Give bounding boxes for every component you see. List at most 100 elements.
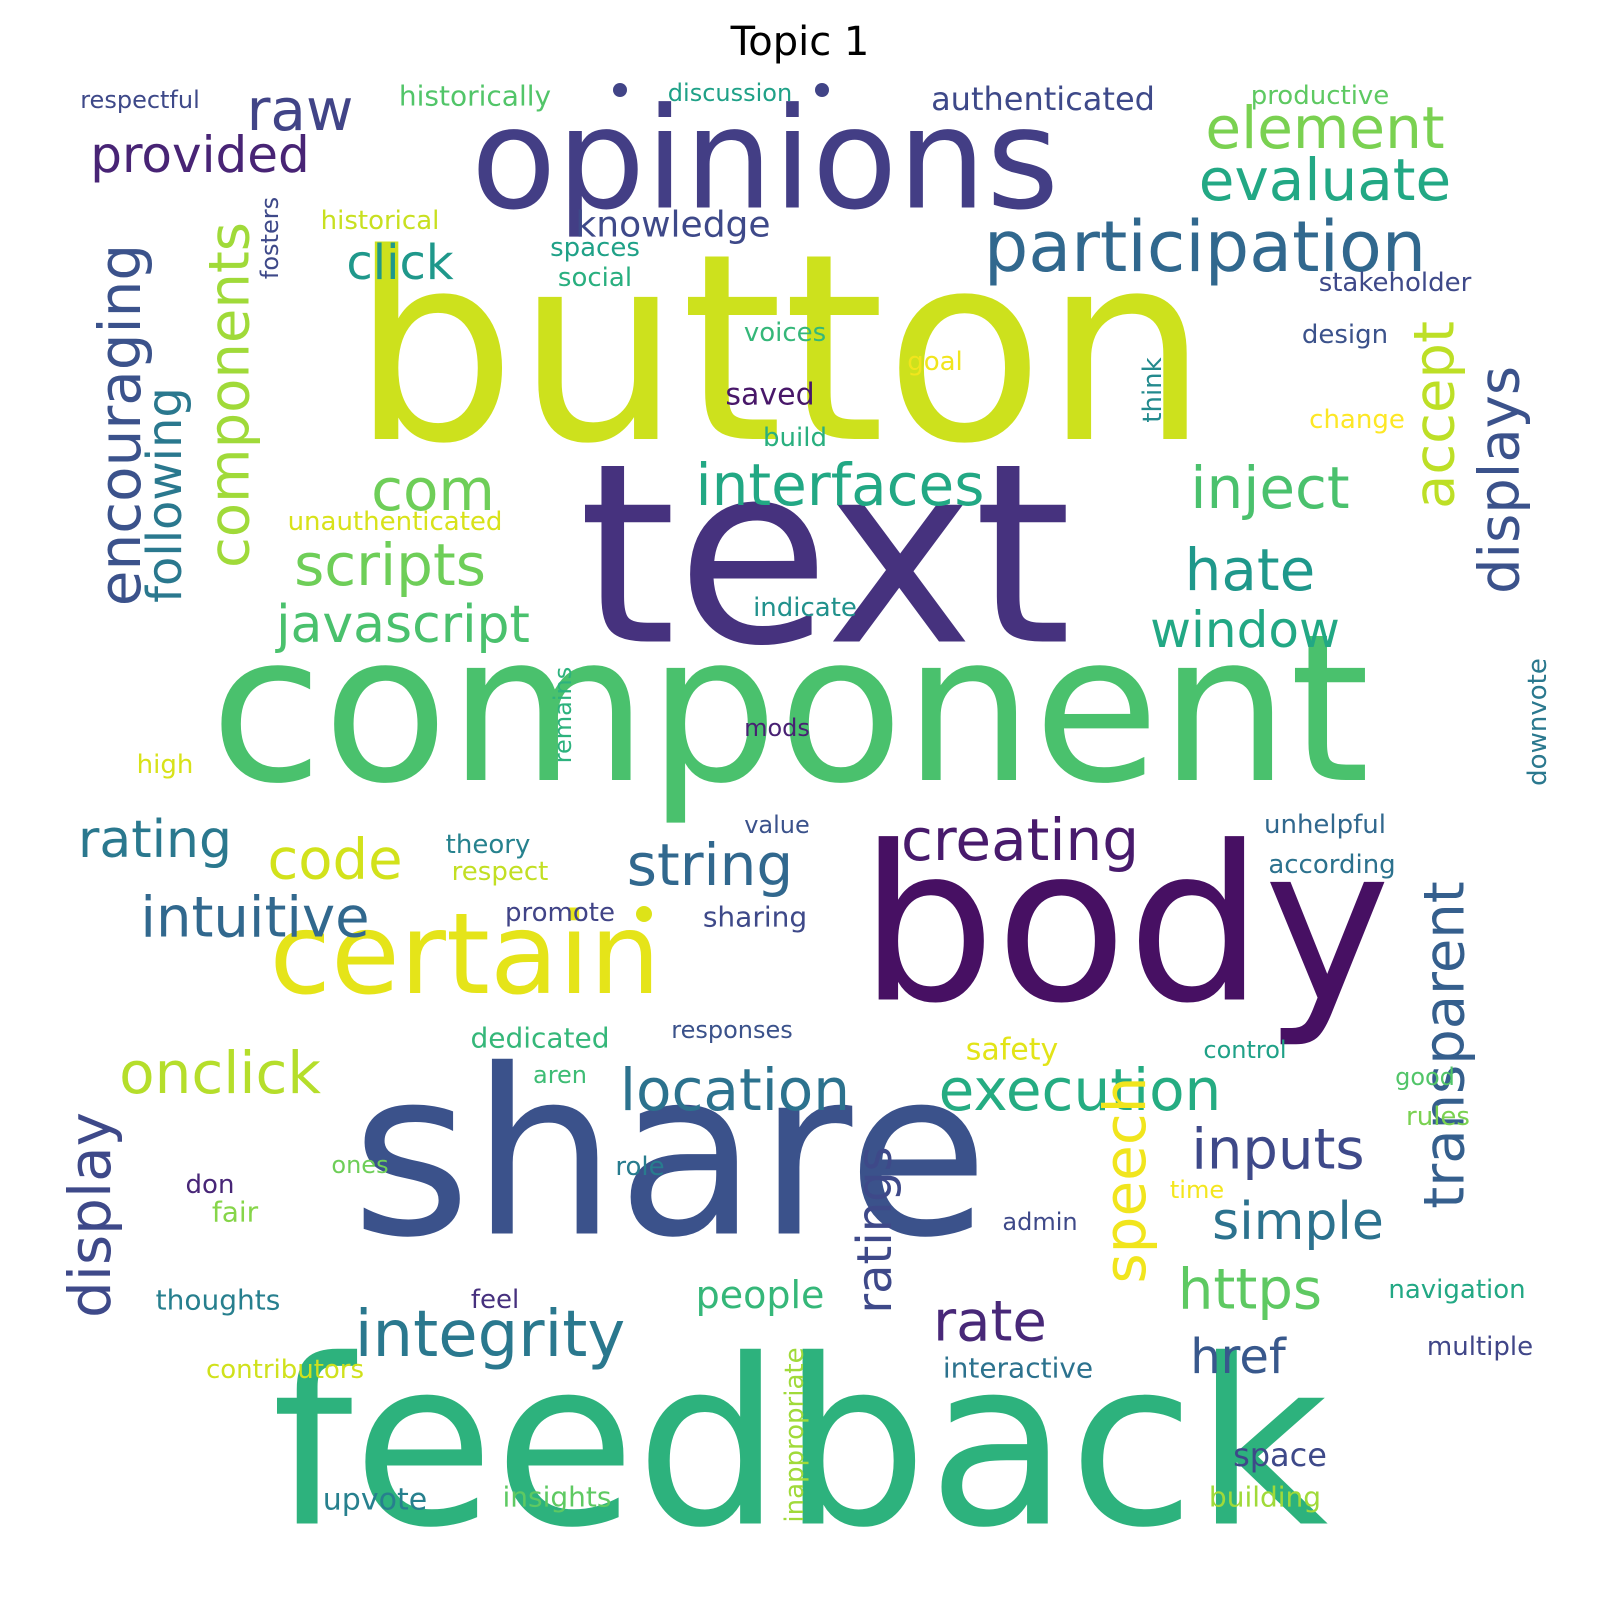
word-inappropriate: inappropriate xyxy=(780,1347,810,1522)
word-ones: ones xyxy=(331,1151,388,1179)
word-contributors: contributors xyxy=(206,1355,364,1385)
word-participation: participation xyxy=(984,206,1426,288)
word-rating: rating xyxy=(78,810,232,870)
word-indicate: indicate xyxy=(753,593,857,623)
word-hate: hate xyxy=(1185,536,1316,604)
word-upvote: upvote xyxy=(323,1483,427,1518)
word-aren: aren xyxy=(533,1061,587,1089)
word-href: href xyxy=(1190,1329,1287,1385)
word-opinions: opinions xyxy=(471,79,1059,242)
word-rules: rules xyxy=(1406,1102,1470,1132)
word-inputs: inputs xyxy=(1191,1118,1364,1183)
word-role: role xyxy=(615,1152,664,1182)
word-historical: historical xyxy=(321,206,440,236)
word-interactive: interactive xyxy=(943,1352,1093,1385)
word-voices: voices xyxy=(744,318,826,348)
word-respectful: respectful xyxy=(80,86,200,114)
word-unauthenticated: unauthenticated xyxy=(288,507,503,537)
word-interfaces: interfaces xyxy=(696,451,985,519)
word-sharing: sharing xyxy=(703,901,807,934)
word-javascript: javascript xyxy=(275,595,530,655)
word-promote: promote xyxy=(505,898,615,928)
word-safety: safety xyxy=(966,1033,1059,1068)
word-onclick: onclick xyxy=(119,1039,321,1107)
word-transparent: transparent xyxy=(1413,881,1478,1209)
word-building: building xyxy=(1209,1481,1321,1514)
word-build: build xyxy=(763,423,827,453)
word-knowledge: knowledge xyxy=(575,205,770,246)
word-speech: speech xyxy=(1091,1076,1159,1283)
word-fosters: fosters xyxy=(256,197,284,279)
word-feel: feel xyxy=(471,1285,519,1315)
dot-mark xyxy=(636,906,652,922)
word-think: think xyxy=(1138,357,1168,422)
word-simple: simple xyxy=(1212,1192,1384,1252)
word-inject: inject xyxy=(1190,454,1349,522)
dot-mark xyxy=(613,83,627,97)
word-window: window xyxy=(1150,601,1340,659)
word-spaces: spaces xyxy=(550,233,640,263)
word-scripts: scripts xyxy=(294,531,486,599)
page-title: Topic 1 xyxy=(730,19,870,65)
word-don: don xyxy=(186,1170,235,1200)
word-remains: remains xyxy=(549,667,577,764)
word-saved: saved xyxy=(725,378,814,413)
word-discussion: discussion xyxy=(668,79,792,107)
word-authenticated: authenticated xyxy=(931,80,1155,118)
word-thoughts: thoughts xyxy=(156,1284,281,1317)
word-displays: displays xyxy=(1468,366,1533,594)
word-evaluate: evaluate xyxy=(1199,146,1451,214)
word-provided: provided xyxy=(90,126,310,184)
word-change: change xyxy=(1309,405,1405,435)
word-raw: raw xyxy=(247,76,354,144)
word-string: string xyxy=(627,831,794,899)
word-following: following xyxy=(137,387,193,603)
word-multiple: multiple xyxy=(1427,1332,1533,1362)
word-unhelpful: unhelpful xyxy=(1264,810,1386,840)
word-intuitive: intuitive xyxy=(140,886,369,951)
word-code: code xyxy=(267,828,402,893)
word-integrity: integrity xyxy=(355,1298,626,1372)
word-click: click xyxy=(346,235,453,291)
word-location: location xyxy=(620,1056,850,1124)
word-downvote: downvote xyxy=(1523,658,1553,786)
word-space: space xyxy=(1233,1436,1327,1474)
word-button: button xyxy=(351,199,1209,501)
word-text: text xyxy=(578,410,1071,701)
word-good: good xyxy=(1395,1063,1455,1091)
word-ratings: ratings xyxy=(847,1146,903,1313)
word-com: com xyxy=(371,456,495,524)
word-execution: execution xyxy=(939,1056,1222,1124)
word-dedicated: dedicated xyxy=(470,1022,609,1055)
word-rate: rate xyxy=(933,1290,1047,1355)
word-share: share xyxy=(351,1022,989,1289)
word-mods: mods xyxy=(744,714,810,742)
word-navigation: navigation xyxy=(1388,1275,1525,1305)
word-element: element xyxy=(1205,94,1444,162)
word-goal: goal xyxy=(907,347,963,377)
word-productive: productive xyxy=(1251,81,1390,111)
word-feedback: feedback xyxy=(272,1312,1329,1579)
word-theory: theory xyxy=(446,830,531,860)
word-historically: historically xyxy=(399,80,551,113)
word-components: components xyxy=(198,222,263,568)
dot-mark xyxy=(815,83,829,97)
word-creating: creating xyxy=(901,806,1139,874)
word-display: display xyxy=(56,1112,124,1318)
word-admin: admin xyxy=(1002,1208,1077,1236)
word-high: high xyxy=(137,750,194,780)
word-fair: fair xyxy=(212,1196,259,1229)
word-respect: respect xyxy=(452,857,549,887)
word-component: component xyxy=(210,591,1370,829)
word-encouraging: encouraging xyxy=(86,244,154,606)
word-time: time xyxy=(1170,1176,1224,1204)
word-body: body xyxy=(859,800,1391,1051)
word-stakeholder: stakeholder xyxy=(1319,268,1472,298)
word-https: https xyxy=(1178,1258,1322,1323)
word-responses: responses xyxy=(671,1016,793,1044)
word-insights: insights xyxy=(503,1481,612,1514)
word-certain: certain xyxy=(269,890,660,1020)
word-social: social xyxy=(558,263,632,293)
word-accept: accept xyxy=(1403,321,1468,509)
